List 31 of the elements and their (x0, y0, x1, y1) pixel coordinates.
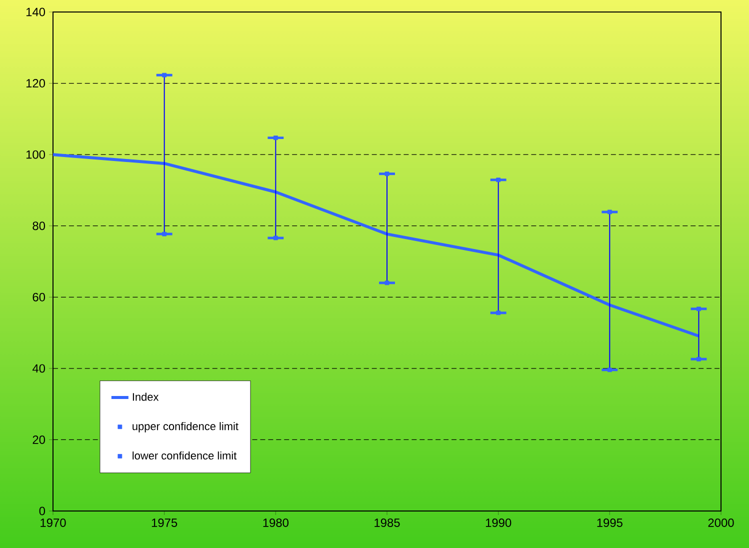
point (607, 210, 612, 214)
y-tick-label: 140 (26, 8, 46, 16)
point (496, 178, 501, 182)
point (162, 72, 167, 78)
point (273, 136, 278, 140)
y-tick-label: 0 (39, 506, 46, 516)
x-tick-label: 1970 (40, 518, 66, 527)
x-tick-label: 1975 (152, 518, 178, 527)
point (384, 280, 390, 286)
x-tick-label: 1995 (597, 518, 622, 527)
legend-label: lower confidence limit (132, 451, 237, 460)
x-tick-label: 1980 (263, 518, 288, 527)
y-tick-label: 20 (32, 435, 46, 444)
point (273, 236, 278, 240)
point (384, 172, 390, 176)
point (696, 356, 701, 362)
x-tick-label: 1985 (374, 518, 400, 527)
line-series (53, 153, 700, 338)
legend-label: Index (132, 392, 159, 401)
x-tick-label: 2000 (708, 518, 734, 527)
point (162, 232, 167, 236)
point (607, 368, 612, 372)
y-tick-label: 40 (32, 364, 46, 373)
x-tick-label: 1990 (486, 518, 512, 527)
point (496, 310, 501, 316)
y-tick-label: 120 (26, 79, 46, 88)
y-tick-label: 60 (32, 292, 46, 302)
y-tick-label: 100 (26, 150, 46, 159)
y-tick-label: 80 (32, 222, 46, 230)
point (696, 306, 701, 312)
legend-label: upper confidence limit (132, 422, 238, 432)
